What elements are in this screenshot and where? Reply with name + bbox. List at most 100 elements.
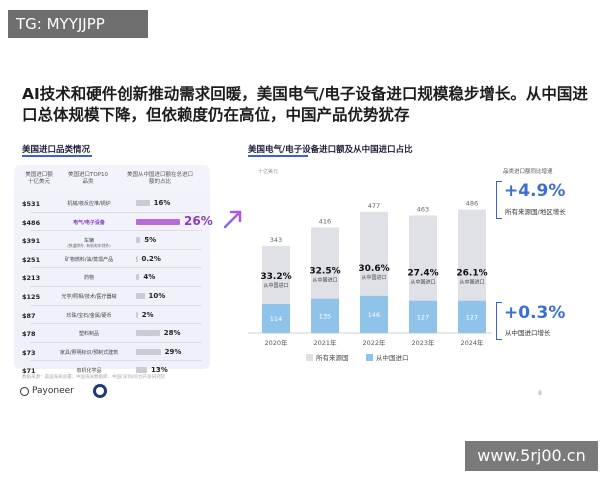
category-row: $486 电气/电子设备 26%	[22, 213, 213, 233]
bar-all-value-label: 477	[368, 202, 380, 210]
row-share-bar	[136, 237, 141, 244]
category-row: $213 药物 4%	[22, 268, 212, 288]
category-row: $531 机械/核反应堆/锅炉 16%	[22, 194, 212, 214]
row-share-bar	[136, 311, 138, 318]
growth-bracket-china	[496, 302, 502, 340]
chart-title-underline	[248, 155, 308, 157]
arrow-right-icon	[223, 210, 242, 229]
chart-unit-label: 十亿美元	[258, 169, 279, 175]
china-share-sublabel: 从中国进口	[263, 282, 288, 289]
row-category: 有机化学品	[76, 368, 102, 375]
row-share-pct: 0.2%	[141, 254, 161, 263]
row-divider	[30, 211, 202, 213]
bar-china-value-label: 146	[368, 311, 380, 319]
row-share-pct: 2%	[141, 310, 154, 319]
row-share-bar	[136, 293, 145, 299]
legend-swatch-all	[306, 354, 313, 361]
bar-china	[360, 295, 388, 333]
row-share-bar	[136, 200, 150, 206]
china-share-sublabel: 从中国进口	[361, 274, 386, 281]
growth-china-value: +0.3%	[504, 303, 566, 323]
row-share-pct: 10%	[148, 292, 166, 300]
row-share-bar	[136, 218, 180, 225]
row-category: 机械/核反应堆/锅炉	[67, 201, 111, 207]
row-share-pct: 4%	[143, 273, 156, 282]
category-row: $78 塑料制品 28%	[22, 324, 212, 344]
row-share-pct: 5%	[144, 236, 157, 245]
row-import-value: $486	[22, 218, 41, 227]
row-import-value: $78	[22, 330, 36, 339]
logo-ring-icon	[20, 386, 29, 396]
legend-label-china: 从中国进口	[376, 353, 409, 362]
bar-china	[409, 300, 437, 333]
china-share-sublabel: 从中国进口	[410, 279, 435, 286]
row-share-pct: 13%	[151, 366, 168, 375]
row-divider	[30, 304, 202, 306]
row-divider	[30, 286, 202, 287]
category-panel	[14, 165, 210, 369]
bar-china-value-label: 127	[417, 313, 429, 321]
row-import-value: $213	[22, 274, 41, 283]
china-share-label: 27.4%	[407, 269, 438, 279]
row-share-pct: 16%	[153, 199, 171, 207]
col-header-import-value: 美国进口额 十亿美元	[25, 172, 53, 185]
page-headline: AI技术和硬件创新推动需求回暖，美国电气/电子设备进口规模稳步增长。从中国进口总…	[22, 85, 588, 124]
row-import-value: $531	[22, 200, 41, 208]
growth-bracket-all	[496, 181, 502, 219]
bar-all-value-label: 343	[270, 236, 282, 244]
bar-china	[458, 300, 486, 333]
x-tick-label: 2024年	[460, 338, 484, 347]
row-category: 家具/照明标识/预制式建筑	[59, 349, 119, 356]
growth-all-label: 所有来源国/地区增长	[505, 208, 566, 216]
col-header-top10: 美国进口TOP10品类	[68, 172, 109, 185]
row-category: 车辆	[83, 238, 94, 245]
category-row: $71 有机化学品 13%	[22, 361, 212, 381]
row-share-bar	[136, 274, 140, 281]
china-share-sublabel: 从中国进口	[459, 279, 484, 286]
category-row: $251 矿物燃料/油/蒸馏产品 0.2%	[22, 250, 212, 270]
category-row: $87 珍珠/宝石/金属/硬币 2%	[22, 306, 212, 326]
watermark-badge: TG: MYYJJPP	[8, 10, 148, 38]
row-category: 塑料制品	[78, 331, 99, 338]
row-import-value: $125	[22, 293, 41, 301]
growth-header: 品类进口额同比增速	[503, 169, 553, 175]
row-import-value: $87	[22, 311, 36, 320]
row-share-bar	[136, 348, 161, 355]
left-panel-title: 美国进口品类情况	[22, 145, 91, 155]
china-share-label: 33.2%	[260, 272, 291, 282]
row-category: 矿物燃料/油/蒸馏产品	[64, 256, 114, 263]
bar-all-value-label: 486	[466, 200, 478, 208]
category-row: $125 光学/照相/技术/医疗器械 10%	[22, 287, 212, 307]
row-share-pct: 28%	[163, 329, 181, 338]
row-divider	[30, 248, 202, 250]
row-share-bar	[136, 330, 160, 337]
row-import-value: $71	[22, 367, 36, 376]
row-category: 药物	[83, 275, 94, 282]
row-import-value: $391	[22, 237, 41, 246]
legend-label-all: 所有来源国	[316, 353, 349, 362]
row-divider	[30, 360, 202, 362]
category-row: $73 家具/照明标识/预制式建筑 29%	[22, 343, 212, 363]
growth-all-value: +4.9%	[504, 181, 566, 201]
bar-china-value-label: 135	[319, 312, 331, 320]
china-share-label: 32.5%	[309, 267, 340, 277]
row-category: 珍珠/宝石/金属/硬币	[66, 312, 112, 319]
col-header-china-share: 美国从中国进口额在总进口额的占比	[126, 172, 193, 185]
x-tick-label: 2021年	[313, 338, 337, 347]
row-import-value: $73	[22, 348, 36, 357]
row-category: 光学/照相/技术/医疗器械	[61, 294, 117, 300]
bar-all-value-label: 416	[319, 217, 331, 225]
legend-swatch-china	[366, 354, 373, 361]
x-tick-label: 2022年	[362, 338, 386, 347]
page-number: 8	[538, 390, 542, 397]
china-share-label: 26.1%	[456, 269, 487, 279]
row-divider	[30, 341, 202, 343]
import-bar-chart: 34311433.2%从中国进口2020年41613532.5%从中国进口202…	[248, 200, 492, 362]
china-share-label: 30.6%	[358, 264, 389, 274]
growth-china-label: 从中国进口增长	[505, 329, 551, 337]
x-tick-label: 2020年	[264, 338, 288, 347]
bar-china	[311, 298, 339, 333]
bar-china	[262, 304, 290, 333]
row-share-bar	[136, 255, 138, 262]
bar-all-value-label: 463	[417, 205, 429, 213]
